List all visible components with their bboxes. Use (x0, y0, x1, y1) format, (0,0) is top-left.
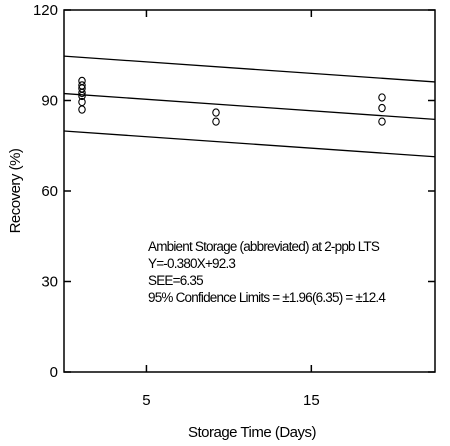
lower-confidence-line (63, 130, 436, 158)
data-point (378, 117, 386, 126)
y-tick-label: 90 (41, 93, 58, 110)
annotation-block: Ambient Storage (abbreviated) at 2-ppb L… (148, 239, 387, 305)
regression-line (63, 92, 436, 121)
plot-frame (63, 9, 436, 373)
data-point (78, 88, 86, 98)
plot-area (63, 9, 436, 373)
data-point (212, 108, 220, 117)
upper-confidence-line (63, 55, 436, 83)
data-points (78, 76, 386, 126)
data-point (378, 93, 386, 102)
data-point (212, 117, 220, 126)
x-axis-title: Storage Time (Days) (188, 424, 317, 441)
x-axis: 5 15 (142, 10, 320, 409)
y-axis: 0 30 60 90 120 (33, 2, 435, 381)
y-tick-label: 60 (41, 183, 58, 200)
data-point (378, 103, 386, 113)
annotation-confidence: 95% Confidence Limits = ±1.96(6.35) = ±1… (148, 290, 386, 305)
x-tick-label: 15 (303, 392, 320, 409)
x-tick-label: 5 (142, 392, 150, 409)
y-tick-label: 0 (50, 364, 58, 381)
y-tick-label: 120 (33, 2, 58, 19)
annotation-title: Ambient Storage (abbreviated) at 2-ppb L… (148, 239, 380, 254)
annotation-equation: Y=-0.380X+92.3 (148, 256, 235, 271)
y-tick-label: 30 (41, 274, 58, 291)
annotation-see: SEE=6.35 (148, 273, 203, 288)
y-axis-title: Recovery (%) (7, 148, 24, 233)
fit-lines (63, 55, 436, 158)
data-point (78, 105, 86, 114)
data-point (78, 91, 86, 101)
